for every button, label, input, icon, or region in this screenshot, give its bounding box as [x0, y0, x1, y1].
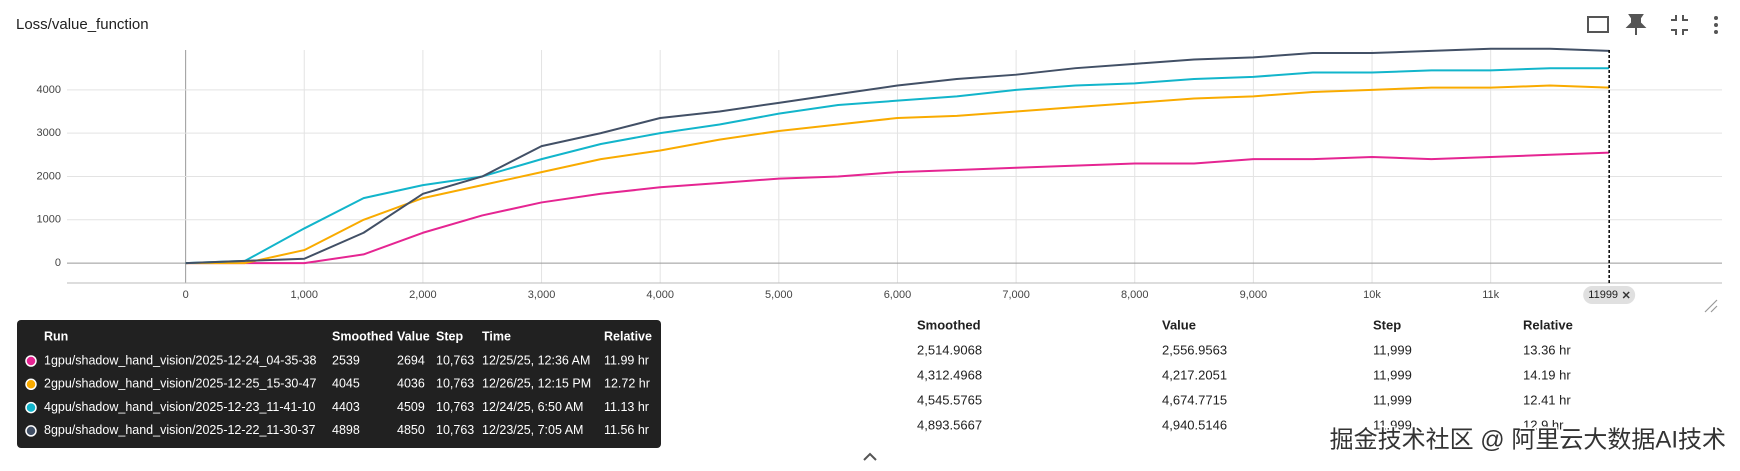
tooltip-cell: 4850 — [397, 423, 425, 437]
plot: 0 1,000 2,000 3,000 4,000 5,000 6,000 7,000 8,00… — [37, 47, 1722, 304]
y-tick-label: 3000 — [37, 127, 61, 139]
tooltip-header: Smoothed — [332, 329, 393, 343]
cursor-label: 11999 — [1588, 289, 1618, 301]
table-header: Step — [1373, 317, 1401, 332]
tooltip-header: Value — [397, 329, 430, 343]
tooltip-box — [17, 320, 661, 448]
y-tick-label: 1000 — [37, 214, 61, 226]
tooltip-header: Step — [436, 329, 463, 343]
resize-handle[interactable] — [1704, 299, 1718, 313]
tooltip-cell: 8gpu/shadow_hand_vision/2025-12-22_11-30… — [44, 423, 316, 437]
tooltip-cell: 11.13 hr — [604, 400, 649, 414]
expand-caret[interactable] — [863, 452, 877, 461]
tooltip-cell: 12/23/25, 7:05 AM — [482, 423, 583, 437]
table-cell: 12.9 hr — [1523, 417, 1564, 432]
data-table: Smoothed Value Step Relative 2,514.9068 2,556… — [917, 317, 1573, 432]
series-line — [185, 151, 1610, 265]
y-tick-label: 0 — [55, 257, 61, 269]
pin-icon-shape[interactable] — [1625, 14, 1647, 35]
collapse-icon[interactable] — [1671, 15, 1688, 35]
tooltip-cell: 12/24/25, 6:50 AM — [482, 400, 583, 414]
table-cell: 4,674.7715 — [1162, 392, 1227, 407]
tooltip-cell: 12/26/25, 12:15 PM — [482, 377, 591, 391]
table-cell: 4,545.5765 — [917, 392, 982, 407]
tooltip-cell: 4403 — [332, 400, 360, 414]
y-tick-label: 2000 — [37, 170, 61, 182]
x-tick-label: 8,000 — [1121, 289, 1149, 301]
cursor-chip — [1583, 286, 1636, 304]
tooltip-cell: 12/25/25, 12:36 AM — [482, 353, 590, 367]
table-cell: 14.19 hr — [1523, 367, 1571, 382]
plot-area — [67, 50, 1722, 283]
table-cell: 13.36 hr — [1523, 342, 1571, 357]
series-line — [185, 47, 1610, 265]
menu-dot[interactable] — [1714, 23, 1718, 27]
x-tick-label: 3,000 — [528, 289, 556, 301]
y-tick-label: 4000 — [37, 84, 61, 96]
collapse-icon-shape[interactable] — [1671, 15, 1688, 35]
x-tick-label: 10k — [1363, 289, 1381, 301]
menu-icon[interactable] — [1714, 16, 1718, 34]
table-header: Value — [1162, 317, 1196, 332]
x-tick-label: 7,000 — [1002, 289, 1030, 301]
tooltip-header: Run — [44, 329, 68, 343]
tooltip-cell: 2694 — [397, 353, 425, 367]
table-cell: 11,999 — [1373, 342, 1412, 357]
x-tick-label: 0 — [183, 289, 189, 301]
table-cell: 11,999 — [1373, 392, 1412, 407]
table-cell: 4,893.5667 — [917, 417, 982, 432]
run-color-dot — [25, 425, 37, 437]
fullscreen-icon[interactable] — [1587, 16, 1609, 33]
x-tick-label: 4,000 — [646, 289, 674, 301]
tooltip-cell: 11.99 hr — [604, 353, 649, 367]
menu-dot[interactable] — [1714, 16, 1718, 20]
tooltip-cell: 4gpu/shadow_hand_vision/2025-12-23_11-41… — [44, 400, 316, 414]
table-cell: 2,514.9068 — [917, 342, 982, 357]
x-tick-label: 5,000 — [765, 289, 793, 301]
tooltip-cell: 11.56 hr — [604, 423, 649, 437]
pin-icon[interactable] — [1625, 14, 1647, 35]
tooltip-cell: 10,763 — [436, 423, 474, 437]
table-header: Smoothed — [917, 317, 981, 332]
series-line — [185, 84, 1610, 265]
table-cell: 11,999 — [1373, 417, 1412, 432]
x-tick-label: 9,000 — [1240, 289, 1268, 301]
cursor-close — [1622, 291, 1630, 299]
watermark: 掘金技术社区 @ 阿里云大数据AI技术 — [1330, 426, 1726, 453]
table-header: Relative — [1523, 317, 1573, 332]
table-cell: 2,556.9563 — [1162, 342, 1227, 357]
panel-title: Loss/value_function — [16, 16, 149, 33]
tooltip-cell: 4898 — [332, 423, 360, 437]
fullscreen-icon-shape[interactable] — [1587, 16, 1609, 33]
x-tick-label: 6,000 — [884, 289, 912, 301]
table-cell: 12.41 hr — [1523, 392, 1571, 407]
series-line — [185, 67, 1610, 265]
table-cell: 4,312.4968 — [917, 367, 982, 382]
x-tick-label: 1,000 — [291, 289, 319, 301]
x-tick-label: 11k — [1482, 289, 1499, 301]
run-color-dot — [25, 401, 37, 414]
tooltip-cell: 4036 — [397, 377, 425, 391]
x-tick-label: 2,000 — [409, 289, 437, 301]
tooltip-cell: 2539 — [332, 353, 360, 367]
tooltip-header: Time — [482, 329, 511, 343]
tooltip-header: Relative — [604, 329, 652, 343]
tooltip: Run Smoothed Value Step Time Relative 1gpu/sha… — [17, 320, 661, 448]
tooltip-cell: 2gpu/shadow_hand_vision/2025-12-25_15-30… — [44, 377, 316, 391]
run-color-dot — [25, 378, 37, 391]
table-cell: 4,217.2051 — [1162, 367, 1227, 382]
tooltip-cell: 1gpu/shadow_hand_vision/2025-12-24_04-35… — [44, 353, 316, 367]
tooltip-cell: 10,763 — [436, 353, 474, 367]
tooltip-cell: 10,763 — [436, 400, 474, 414]
tooltip-cell: 12.72 hr — [604, 377, 650, 391]
menu-dot[interactable] — [1714, 30, 1718, 34]
table-cell: 11,999 — [1373, 367, 1412, 382]
tooltip-cell: 4045 — [332, 377, 360, 391]
run-color-dot — [25, 355, 37, 367]
tooltip-cell: 4509 — [397, 400, 425, 414]
table-cell: 4,940.5146 — [1162, 417, 1227, 432]
tooltip-cell: 10,763 — [436, 377, 474, 391]
